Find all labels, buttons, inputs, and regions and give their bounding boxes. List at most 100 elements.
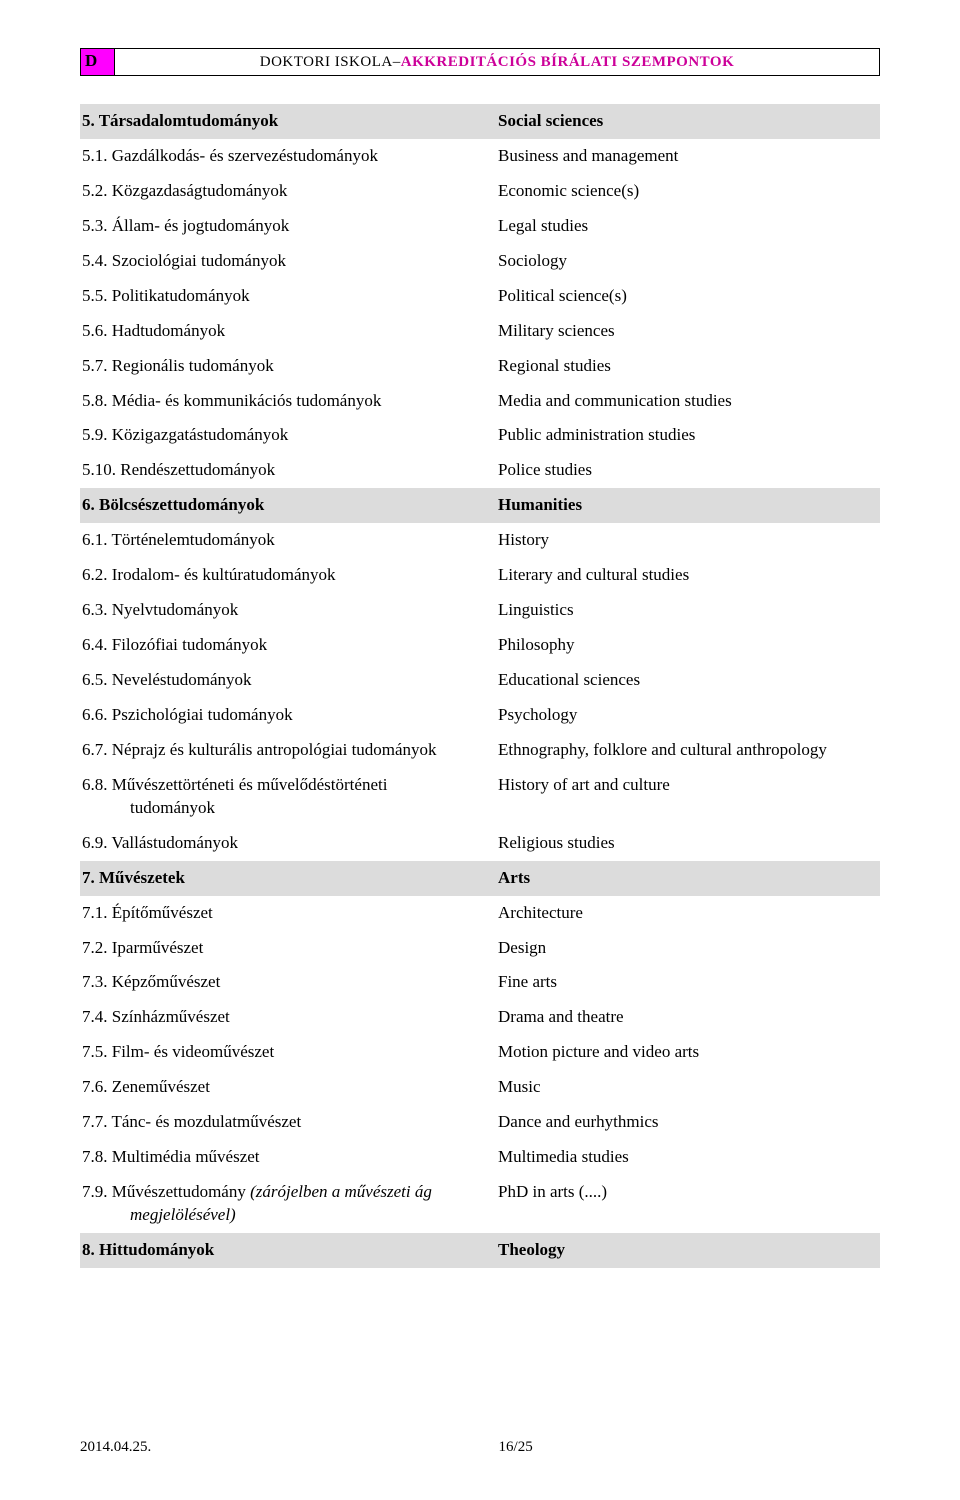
table-row: 7.8. Multimédia művészetMultimedia studi… [80,1140,880,1175]
row-right: Architecture [496,896,880,931]
classification-table: 5. TársadalomtudományokSocial sciences5.… [80,104,880,1268]
row-right: Dance and eurhythmics [496,1105,880,1140]
header-title: DOKTORI ISKOLA – AKKREDITÁCIÓS BÍRÁLATI … [115,49,879,75]
table-row: 6.9. VallástudományokReligious studies [80,826,880,861]
row-right: Linguistics [496,593,880,628]
header-title-magenta: AKKREDITÁCIÓS BÍRÁLATI SZEMPONTOK [401,54,735,71]
row-left: 5.9. Közigazgatástudományok [80,418,496,453]
row-right: Multimedia studies [496,1140,880,1175]
footer-page: 16/25 [151,1439,880,1456]
table-row: 6.7. Néprajz és kulturális antropológiai… [80,733,880,768]
row-right: Economic science(s) [496,174,880,209]
table-row: 6.2. Irodalom- és kultúratudományokLiter… [80,558,880,593]
table-row: 6.3. NyelvtudományokLinguistics [80,593,880,628]
header-title-sep: – [393,54,401,71]
table-row: 6.4. Filozófiai tudományokPhilosophy [80,628,880,663]
row-left: 6. Bölcsészettudományok [80,488,496,523]
row-right: History [496,523,880,558]
row-right: Arts [496,861,880,896]
row-left: 6.3. Nyelvtudományok [80,593,496,628]
row-right: Regional studies [496,349,880,384]
row-left: 7. Művészetek [80,861,496,896]
row-right: History of art and culture [496,768,880,826]
row-right: Music [496,1070,880,1105]
table-row: 7. MűvészetekArts [80,861,880,896]
row-left: 6.8. Művészettörténeti és művelődéstörté… [80,768,496,826]
row-right: Design [496,931,880,966]
row-left: 6.1. Történelemtudományok [80,523,496,558]
row-left: 7.8. Multimédia művészet [80,1140,496,1175]
row-right: Drama and theatre [496,1000,880,1035]
table-row: 7.1. ÉpítőművészetArchitecture [80,896,880,931]
table-row: 7.9. Művészettudomány (zárójelben a művé… [80,1175,880,1233]
table-row: 5.5. PolitikatudományokPolitical science… [80,279,880,314]
table-row: 7.4. SzínházművészetDrama and theatre [80,1000,880,1035]
row-left: 7.2. Iparművészet [80,931,496,966]
row-left: 6.4. Filozófiai tudományok [80,628,496,663]
table-row: 5.6. HadtudományokMilitary sciences [80,314,880,349]
row-left: 5.3. Állam- és jogtudományok [80,209,496,244]
row-left: 5.6. Hadtudományok [80,314,496,349]
table-row: 7.5. Film- és videoművészetMotion pictur… [80,1035,880,1070]
row-right: Sociology [496,244,880,279]
table-row: 5.2. KözgazdaságtudományokEconomic scien… [80,174,880,209]
row-left: 6.7. Néprajz és kulturális antropológiai… [80,733,496,768]
row-left: 7.7. Tánc- és mozdulatművészet [80,1105,496,1140]
row-right: Military sciences [496,314,880,349]
row-left: 5.4. Szociológiai tudományok [80,244,496,279]
table-row: 6.6. Pszichológiai tudományokPsychology [80,698,880,733]
row-left: 5.7. Regionális tudományok [80,349,496,384]
row-right: Ethnography, folklore and cultural anthr… [496,733,880,768]
row-left: 7.4. Színházművészet [80,1000,496,1035]
row-left: 6.6. Pszichológiai tudományok [80,698,496,733]
row-right: Humanities [496,488,880,523]
table-row: 6.5. NeveléstudományokEducational scienc… [80,663,880,698]
row-right: Public administration studies [496,418,880,453]
table-row: 8. HittudományokTheology [80,1233,880,1268]
row-right: Literary and cultural studies [496,558,880,593]
table-row: 7.2. IparművészetDesign [80,931,880,966]
table-row: 5.8. Média- és kommunikációs tudományokM… [80,384,880,419]
row-right: Social sciences [496,104,880,139]
table-row: 5.1. Gazdálkodás- és szervezéstudományok… [80,139,880,174]
row-right: Psychology [496,698,880,733]
row-right: Political science(s) [496,279,880,314]
table-row: 5.10. RendészettudományokPolice studies [80,453,880,488]
row-right: Motion picture and video arts [496,1035,880,1070]
page-footer: 2014.04.25. 16/25 [80,1439,880,1456]
row-left: 7.1. Építőművészet [80,896,496,931]
row-left: 5.10. Rendészettudományok [80,453,496,488]
header-badge: D [81,49,115,75]
row-left: 5.5. Politikatudományok [80,279,496,314]
table-row: 5.3. Állam- és jogtudományokLegal studie… [80,209,880,244]
table-row: 5. TársadalomtudományokSocial sciences [80,104,880,139]
row-right: Philosophy [496,628,880,663]
row-left: 6.9. Vallástudományok [80,826,496,861]
row-left: 5.1. Gazdálkodás- és szervezéstudományok [80,139,496,174]
table-row: 7.3. KépzőművészetFine arts [80,965,880,1000]
row-right: Media and communication studies [496,384,880,419]
footer-date: 2014.04.25. [80,1439,151,1456]
row-left: 7.9. Művészettudomány (zárójelben a művé… [80,1175,496,1233]
row-left: 8. Hittudományok [80,1233,496,1268]
row-right: Legal studies [496,209,880,244]
row-right: Police studies [496,453,880,488]
row-right: Business and management [496,139,880,174]
table-row: 5.9. KözigazgatástudományokPublic admini… [80,418,880,453]
page-header: D DOKTORI ISKOLA – AKKREDITÁCIÓS BÍRÁLAT… [80,48,880,76]
row-right: PhD in arts (....) [496,1175,880,1233]
row-left: 6.2. Irodalom- és kultúratudományok [80,558,496,593]
row-left: 5.2. Közgazdaságtudományok [80,174,496,209]
row-right: Religious studies [496,826,880,861]
row-left: 7.6. Zeneművészet [80,1070,496,1105]
row-left: 6.5. Neveléstudományok [80,663,496,698]
table-row: 5.7. Regionális tudományokRegional studi… [80,349,880,384]
table-row: 5.4. Szociológiai tudományokSociology [80,244,880,279]
row-left: 5. Társadalomtudományok [80,104,496,139]
header-title-black: DOKTORI ISKOLA [260,54,393,71]
row-left: 7.3. Képzőművészet [80,965,496,1000]
row-right: Educational sciences [496,663,880,698]
table-row: 6.1. TörténelemtudományokHistory [80,523,880,558]
row-right: Fine arts [496,965,880,1000]
row-right: Theology [496,1233,880,1268]
